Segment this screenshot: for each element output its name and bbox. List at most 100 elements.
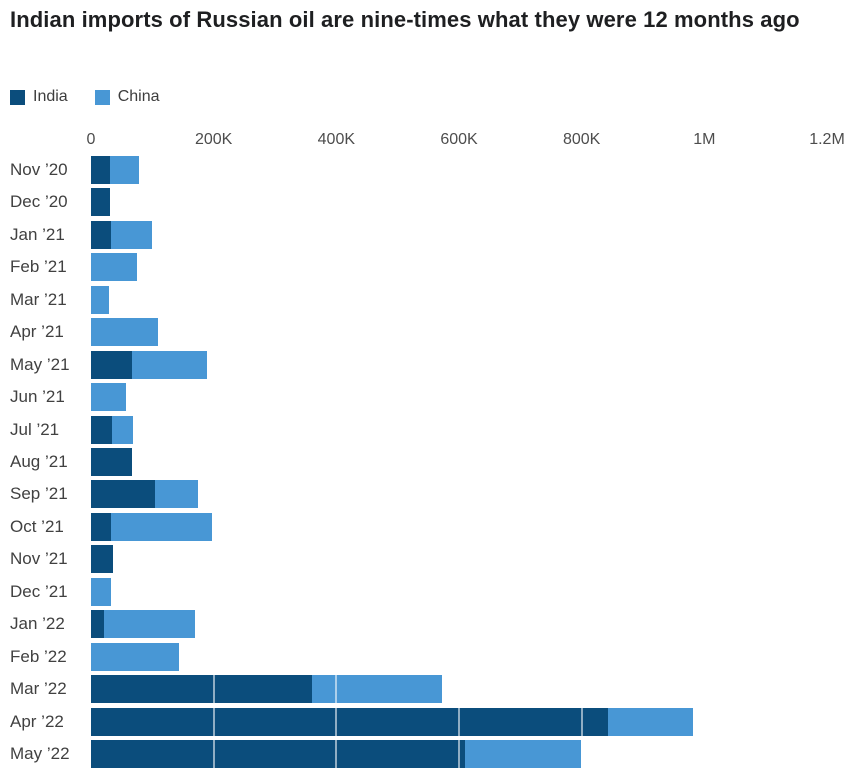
x-tick-label: 400K: [317, 131, 356, 148]
chart-row: Sep ’21: [0, 480, 864, 509]
chart-row: Aug ’21: [0, 447, 864, 476]
chart-row: Nov ’21: [0, 545, 864, 574]
bar-segment-china: [91, 383, 126, 412]
chart-row: Nov ’20: [0, 156, 864, 184]
chart-legend: India China: [10, 88, 160, 106]
y-category-label: Jan ’21: [10, 224, 65, 244]
chart-row: May ’22: [0, 739, 864, 768]
bar-segment-china: [91, 642, 180, 671]
chart-row: Jan ’21: [0, 220, 864, 249]
y-category-label: Jan ’22: [10, 614, 65, 634]
bar-track: [91, 318, 159, 347]
x-tick-label: 1.2M: [809, 131, 845, 148]
bar-track: [91, 512, 213, 541]
bar-track: [91, 675, 442, 704]
y-category-label: May ’21: [10, 354, 70, 374]
bar-segment-india: [91, 156, 110, 184]
legend-label-india: India: [33, 88, 68, 105]
bar-segment-china: [111, 220, 153, 249]
bar-track: [91, 156, 140, 184]
bar-segment-china: [132, 350, 207, 379]
bar-segment-china: [110, 156, 140, 184]
bar-track: [91, 480, 199, 509]
chart-row: Oct ’21: [0, 512, 864, 541]
y-category-label: Nov ’21: [10, 549, 68, 569]
bar-segment-india: [91, 350, 133, 379]
bar-track: [91, 545, 114, 574]
x-tick-label: 0: [86, 131, 96, 148]
bar-track: [91, 350, 207, 379]
y-category-label: Dec ’21: [10, 581, 68, 601]
legend-swatch-india: [10, 89, 25, 105]
bar-track: [91, 447, 133, 476]
bar-segment-india: [91, 610, 105, 639]
x-tick-label: 600K: [440, 131, 478, 148]
y-category-label: Dec ’20: [10, 192, 68, 212]
y-category-label: Oct ’21: [10, 516, 64, 536]
legend-swatch-china: [94, 89, 110, 105]
x-tick-label: 200K: [194, 131, 233, 148]
y-category-label: Aug ’21: [10, 451, 68, 471]
bar-track: [91, 577, 111, 606]
bar-track: [91, 739, 582, 768]
y-category-label: Apr ’21: [10, 322, 64, 342]
y-category-label: May ’22: [10, 743, 70, 763]
chart-row: Apr ’22: [0, 707, 864, 736]
chart-row: Dec ’20: [0, 188, 864, 217]
bar-segment-india: [91, 220, 112, 249]
chart-row: Apr ’21: [0, 318, 864, 347]
chart-row: Mar ’22: [0, 675, 864, 704]
bar-segment-china: [110, 512, 213, 541]
legend-item-china: China: [94, 88, 160, 106]
bar-track: [91, 253, 137, 282]
bar-segment-india: [91, 480, 156, 509]
legend-item-india: India: [10, 88, 68, 106]
bar-segment-india: [91, 512, 111, 541]
plot-area: Nov ’20 Dec ’20 Jan ’21 Feb ’21 Mar ’21 Apr ’…: [0, 156, 864, 770]
bar-segment-china: [91, 577, 111, 606]
bar-track: [91, 610, 196, 639]
bar-segment-india: [91, 447, 133, 476]
bar-track: [91, 707, 693, 736]
bar-segment-india: [91, 707, 609, 736]
y-category-label: Sep ’21: [10, 484, 68, 504]
bar-track: [91, 188, 110, 217]
bar-segment-china: [311, 675, 442, 704]
y-category-label: Mar ’21: [10, 289, 67, 309]
bar-segment-india: [91, 675, 312, 704]
bar-segment-china: [91, 253, 137, 282]
x-tick-label: 800K: [562, 131, 601, 148]
chart-row: Dec ’21: [0, 577, 864, 606]
bar-track: [91, 642, 180, 671]
legend-label-china: China: [117, 88, 160, 105]
chart-title: Indian imports of Russian oil are nine-t…: [10, 7, 800, 32]
chart-row: Feb ’21: [0, 253, 864, 282]
y-category-label: Mar ’22: [10, 679, 67, 699]
x-axis: 0 200K 400K 600K 800K 1M 1.2M: [87, 131, 845, 151]
bar-track: [91, 415, 134, 444]
chart-row: May ’21: [0, 350, 864, 379]
bar-segment-china: [91, 318, 159, 347]
bar-segment-india: [91, 545, 114, 574]
chart-row: Jul ’21: [0, 415, 864, 444]
bar-segment-china: [465, 739, 582, 768]
y-category-label: Jun ’21: [10, 387, 65, 407]
bar-track: [91, 285, 110, 314]
x-tick-label: 1M: [693, 131, 716, 148]
y-category-label: Feb ’21: [10, 257, 67, 277]
bar-segment-china: [104, 610, 196, 639]
bar-segment-india: [91, 415, 112, 444]
chart-row: Jan ’22: [0, 610, 864, 639]
y-category-label: Jul ’21: [10, 419, 60, 439]
y-category-label: Nov ’20: [10, 160, 68, 179]
y-category-label: Feb ’22: [10, 646, 67, 666]
chart-row: Feb ’22: [0, 642, 864, 671]
bar-track: [91, 220, 153, 249]
chart-row: Mar ’21: [0, 285, 864, 314]
bar-segment-china: [608, 707, 693, 736]
bar-segment-china: [91, 285, 110, 314]
bar-segment-india: [91, 739, 466, 768]
bar-segment-china: [155, 480, 199, 509]
bar-segment-india: [91, 188, 110, 217]
